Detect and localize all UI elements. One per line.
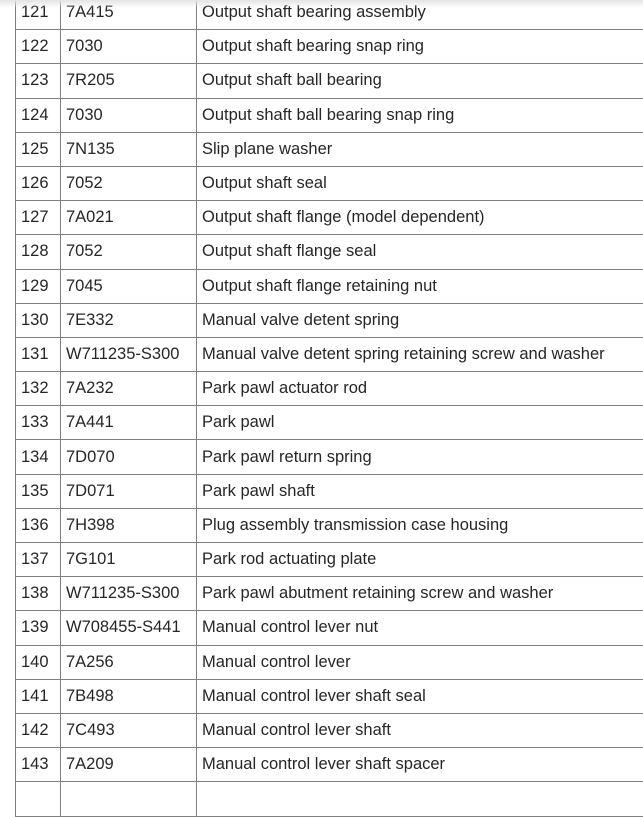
part-number: 7C493	[61, 713, 197, 747]
description: Plug assembly transmission case housing	[197, 508, 643, 542]
description: Park rod actuating plate	[197, 543, 643, 577]
item-number: 133	[16, 406, 61, 440]
part-number: W708455-S441	[61, 611, 197, 645]
item-number: 141	[16, 679, 61, 713]
part-number: 7A209	[61, 748, 197, 782]
part-number: W711235-S300	[61, 577, 197, 611]
part-number: 7H398	[61, 508, 197, 542]
part-number: 7R205	[61, 64, 197, 98]
item-number: 136	[16, 508, 61, 542]
top-scroll-shadow	[0, 0, 643, 8]
part-number: 7045	[61, 269, 197, 303]
description: Park pawl actuator rod	[197, 372, 643, 406]
item-number: 124	[16, 98, 61, 132]
item-number: 129	[16, 269, 61, 303]
item-number: 123	[16, 64, 61, 98]
description: Output shaft flange retaining nut	[197, 269, 643, 303]
item-number: 130	[16, 303, 61, 337]
item-number: 132	[16, 372, 61, 406]
item-number: 125	[16, 132, 61, 166]
item-number: 140	[16, 645, 61, 679]
cell-empty	[16, 782, 61, 816]
item-number: 135	[16, 474, 61, 508]
part-number: 7052	[61, 235, 197, 269]
description: Output shaft flange seal	[197, 235, 643, 269]
part-number: 7N135	[61, 132, 197, 166]
item-number: 138	[16, 577, 61, 611]
item-number: 128	[16, 235, 61, 269]
description: Manual valve detent spring	[197, 303, 643, 337]
description: Manual control lever shaft	[197, 713, 643, 747]
part-number: 7A441	[61, 406, 197, 440]
description: Slip plane washer	[197, 132, 643, 166]
part-number: 7A256	[61, 645, 197, 679]
description: Output shaft ball bearing	[197, 64, 643, 98]
item-number: 127	[16, 201, 61, 235]
cell-empty	[197, 782, 643, 816]
description: Output shaft bearing snap ring	[197, 30, 643, 64]
item-number: 137	[16, 543, 61, 577]
part-number: 7B498	[61, 679, 197, 713]
item-number: 131	[16, 337, 61, 371]
description: Manual control lever shaft spacer	[197, 748, 643, 782]
part-number: 7D071	[61, 474, 197, 508]
item-number: 126	[16, 166, 61, 200]
description: Manual control lever shaft seal	[197, 679, 643, 713]
item-number: 122	[16, 30, 61, 64]
description: Park pawl	[197, 406, 643, 440]
part-number: 7030	[61, 30, 197, 64]
description: Manual valve detent spring retaining scr…	[197, 337, 643, 371]
part-number: 7E332	[61, 303, 197, 337]
item-number: 143	[16, 748, 61, 782]
description: Park pawl abutment retaining screw and w…	[197, 577, 643, 611]
item-number: 134	[16, 440, 61, 474]
cell-empty	[61, 782, 197, 816]
description: Output shaft seal	[197, 166, 643, 200]
description: Output shaft ball bearing snap ring	[197, 98, 643, 132]
description: Park pawl shaft	[197, 474, 643, 508]
part-number: 7A232	[61, 372, 197, 406]
part-number: 7G101	[61, 543, 197, 577]
description: Manual control lever	[197, 645, 643, 679]
description: Park pawl return spring	[197, 440, 643, 474]
part-number: W711235-S300	[61, 337, 197, 371]
part-number: 7D070	[61, 440, 197, 474]
part-number: 7052	[61, 166, 197, 200]
description: Manual control lever nut	[197, 611, 643, 645]
part-number: 7A021	[61, 201, 197, 235]
item-number: 139	[16, 611, 61, 645]
item-number: 142	[16, 713, 61, 747]
part-number: 7030	[61, 98, 197, 132]
description: Output shaft flange (model dependent)	[197, 201, 643, 235]
